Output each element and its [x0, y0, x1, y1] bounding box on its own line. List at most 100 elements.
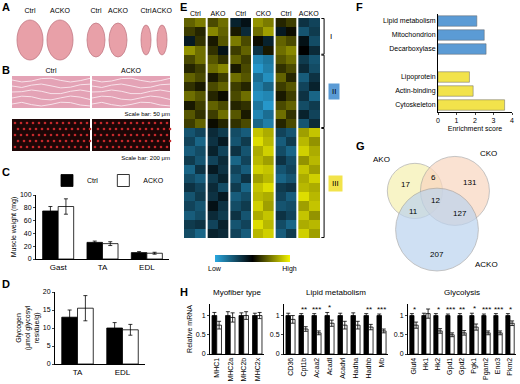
svg-text:12: 12	[431, 196, 440, 205]
svg-text:TA: TA	[98, 263, 108, 272]
svg-text:AKO: AKO	[211, 10, 226, 17]
svg-text:1: 1	[276, 312, 280, 319]
svg-text:Actin-binding: Actin-binding	[395, 87, 436, 95]
svg-text:TA: TA	[73, 368, 83, 377]
svg-text:2: 2	[473, 117, 477, 124]
svg-text:1: 1	[202, 312, 206, 319]
svg-text:Enrichment score: Enrichment score	[448, 125, 503, 132]
svg-text:***: ***	[482, 305, 491, 314]
svg-text:80: 80	[24, 204, 32, 211]
svg-text:Mb: Mb	[378, 358, 385, 368]
svg-text:6: 6	[431, 173, 436, 182]
svg-text:EDL: EDL	[115, 368, 131, 377]
svg-text:ACKO: ACKO	[299, 10, 319, 17]
svg-text:0: 0	[436, 117, 440, 124]
svg-text:Hadhb: Hadhb	[365, 358, 372, 379]
svg-text:***: ***	[377, 305, 386, 314]
svg-text:**: **	[366, 305, 372, 314]
svg-text:3: 3	[492, 117, 496, 124]
svg-text:20: 20	[43, 288, 51, 295]
svg-text:Pgk1: Pgk1	[470, 358, 478, 374]
svg-text:MHC1: MHC1	[213, 358, 220, 378]
svg-text:17: 17	[401, 180, 410, 189]
svg-text:Eno3: Eno3	[494, 358, 501, 374]
svg-text:20: 20	[24, 243, 32, 250]
svg-text:Gpd1: Gpd1	[446, 358, 454, 375]
svg-text:0.5: 0.5	[270, 331, 280, 338]
svg-text:Hk1: Hk1	[422, 358, 429, 371]
svg-text:CKO: CKO	[256, 10, 272, 17]
svg-text:60: 60	[24, 217, 32, 224]
svg-text:Ctrl: Ctrl	[281, 10, 292, 17]
svg-text:131: 131	[463, 178, 477, 187]
svg-text:0: 0	[400, 350, 404, 357]
svg-text:III: III	[332, 179, 339, 188]
svg-text:Decarboxylase: Decarboxylase	[389, 45, 435, 53]
svg-text:11: 11	[409, 207, 418, 216]
svg-text:EDL: EDL	[139, 263, 155, 272]
svg-text:40: 40	[24, 230, 32, 237]
svg-text:Muscle weight (mg): Muscle weight (mg)	[10, 197, 18, 258]
svg-text:CD36: CD36	[287, 358, 294, 376]
svg-text:4: 4	[510, 117, 514, 124]
svg-text:**: **	[459, 305, 465, 314]
svg-text:AKO: AKO	[373, 155, 390, 164]
svg-text:15: 15	[43, 306, 51, 313]
svg-text:*: *	[509, 305, 512, 314]
svg-text:Ctrl: Ctrl	[25, 7, 36, 14]
svg-text:ACKO: ACKO	[143, 177, 163, 184]
svg-text:0: 0	[202, 350, 206, 357]
svg-text:0: 0	[276, 350, 280, 357]
svg-text:1: 1	[400, 312, 404, 319]
svg-text:Lipoprotein: Lipoprotein	[401, 73, 436, 81]
svg-text:Lipid metabolism: Lipid metabolism	[306, 288, 366, 297]
svg-text:Hk2: Hk2	[434, 358, 441, 371]
svg-text:*: *	[328, 303, 331, 312]
svg-text:Mitochondrion: Mitochondrion	[392, 31, 436, 38]
svg-text:100: 100	[20, 191, 32, 198]
svg-text:Glycolysis: Glycolysis	[444, 288, 480, 297]
svg-text:Gast: Gast	[50, 263, 68, 272]
svg-text:***: ***	[446, 305, 455, 314]
svg-text:MHC2x: MHC2x	[254, 357, 261, 381]
svg-text:*: *	[437, 305, 440, 314]
svg-text:Myofiber type: Myofiber type	[213, 288, 262, 297]
svg-text:Acadvl: Acadvl	[339, 357, 346, 378]
svg-text:207: 207	[430, 250, 444, 259]
svg-text:ACKO: ACKO	[152, 7, 172, 14]
svg-text:0.5: 0.5	[196, 331, 206, 338]
svg-text:High: High	[282, 265, 297, 273]
svg-text:Glut4: Glut4	[410, 358, 417, 375]
svg-text:II: II	[332, 87, 336, 96]
svg-text:*: *	[413, 305, 416, 314]
svg-text:Glycogen(μmol glycosylresidue/: Glycogen(μmol glycosylresidue/g)	[15, 305, 41, 350]
svg-text:***: ***	[494, 305, 503, 314]
svg-text:***: ***	[312, 305, 321, 314]
svg-text:**: **	[301, 305, 307, 314]
svg-text:0: 0	[28, 255, 32, 262]
svg-text:Lipid metabolism: Lipid metabolism	[383, 17, 436, 25]
svg-text:Acadl: Acadl	[326, 357, 333, 375]
svg-text:MHC2b: MHC2b	[240, 358, 247, 382]
svg-text:ACKO: ACKO	[475, 260, 498, 269]
svg-text:0.5: 0.5	[394, 331, 404, 338]
svg-text:Gpd2: Gpd2	[458, 358, 466, 375]
svg-text:Ctrl: Ctrl	[235, 10, 246, 17]
svg-text:Scale bar: 50 μm: Scale bar: 50 μm	[125, 111, 170, 117]
svg-text:Acaa2: Acaa2	[313, 358, 320, 378]
svg-text:Ctrl: Ctrl	[87, 177, 98, 184]
svg-text:ACKO: ACKO	[50, 7, 70, 14]
svg-text:1: 1	[455, 117, 459, 124]
svg-text:ACKO: ACKO	[121, 67, 141, 74]
svg-text:0: 0	[47, 360, 51, 367]
svg-text:10: 10	[43, 324, 51, 331]
svg-text:ACKO: ACKO	[108, 7, 128, 14]
svg-text:Low: Low	[208, 265, 222, 272]
svg-text:Cpt1b: Cpt1b	[300, 358, 308, 377]
svg-text:Scale bar: 200 μm: Scale bar: 200 μm	[121, 155, 170, 161]
svg-text:5: 5	[47, 342, 51, 349]
svg-text:Cytoskeleton: Cytoskeleton	[395, 101, 436, 109]
svg-text:Pkm2: Pkm2	[506, 358, 513, 376]
svg-text:Relative mRNA: Relative mRNA	[186, 305, 193, 353]
svg-text:Pgam2: Pgam2	[482, 358, 490, 380]
